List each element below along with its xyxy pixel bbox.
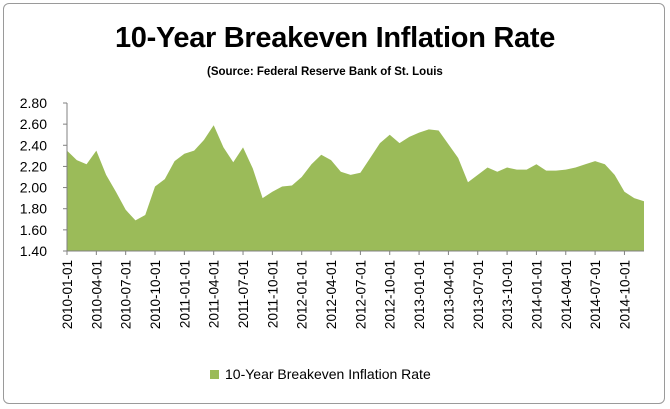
y-tick-label: 1.60 <box>20 222 47 238</box>
x-tick-label: 2013-10-01 <box>500 260 515 329</box>
x-tick-label: 2012-07-01 <box>353 260 368 329</box>
x-tick-label: 2014-04-01 <box>559 260 574 329</box>
y-tick-label: 2.20 <box>20 158 47 174</box>
x-tick-label: 2011-10-01 <box>265 260 280 328</box>
x-tick-label: 2014-07-01 <box>588 260 603 329</box>
y-tick-label: 2.40 <box>20 137 47 153</box>
x-tick-label: 2012-04-01 <box>324 260 339 329</box>
y-tick-label: 2.80 <box>20 95 47 111</box>
x-tick-label: 2010-01-01 <box>60 260 75 329</box>
x-tick-label: 2014-10-01 <box>617 260 632 329</box>
x-tick-label: 2012-10-01 <box>383 260 398 329</box>
x-tick-label: 2014-01-01 <box>529 260 544 329</box>
y-tick-label: 2.60 <box>20 116 47 132</box>
legend: 10-Year Breakeven Inflation Rate <box>210 366 431 382</box>
x-tick-label: 2013-04-01 <box>441 260 456 329</box>
y-tick-label: 1.40 <box>20 243 47 259</box>
y-tick-label: 2.00 <box>20 180 47 196</box>
chart-title: 10-Year Breakeven Inflation Rate <box>114 22 556 54</box>
x-tick-label: 2011-01-01 <box>177 260 192 328</box>
y-tick-label: 1.80 <box>20 201 47 217</box>
x-tick-label: 2010-07-01 <box>119 260 134 329</box>
x-tick-label: 2013-01-01 <box>412 260 427 329</box>
x-tick-label: 2013-07-01 <box>471 260 486 329</box>
x-tick-label: 2010-04-01 <box>89 260 104 329</box>
x-tick-label: 2010-10-01 <box>148 260 163 329</box>
legend-label: 10-Year Breakeven Inflation Rate <box>225 366 431 382</box>
x-tick-label: 2011-04-01 <box>207 260 222 328</box>
area-series <box>67 125 644 251</box>
x-tick-label: 2012-01-01 <box>295 260 310 329</box>
x-tick-label: 2011-07-01 <box>236 260 251 328</box>
legend-swatch <box>210 369 219 379</box>
chart-subtitle: (Source: Federal Reserve Bank of St. Lou… <box>207 66 443 78</box>
